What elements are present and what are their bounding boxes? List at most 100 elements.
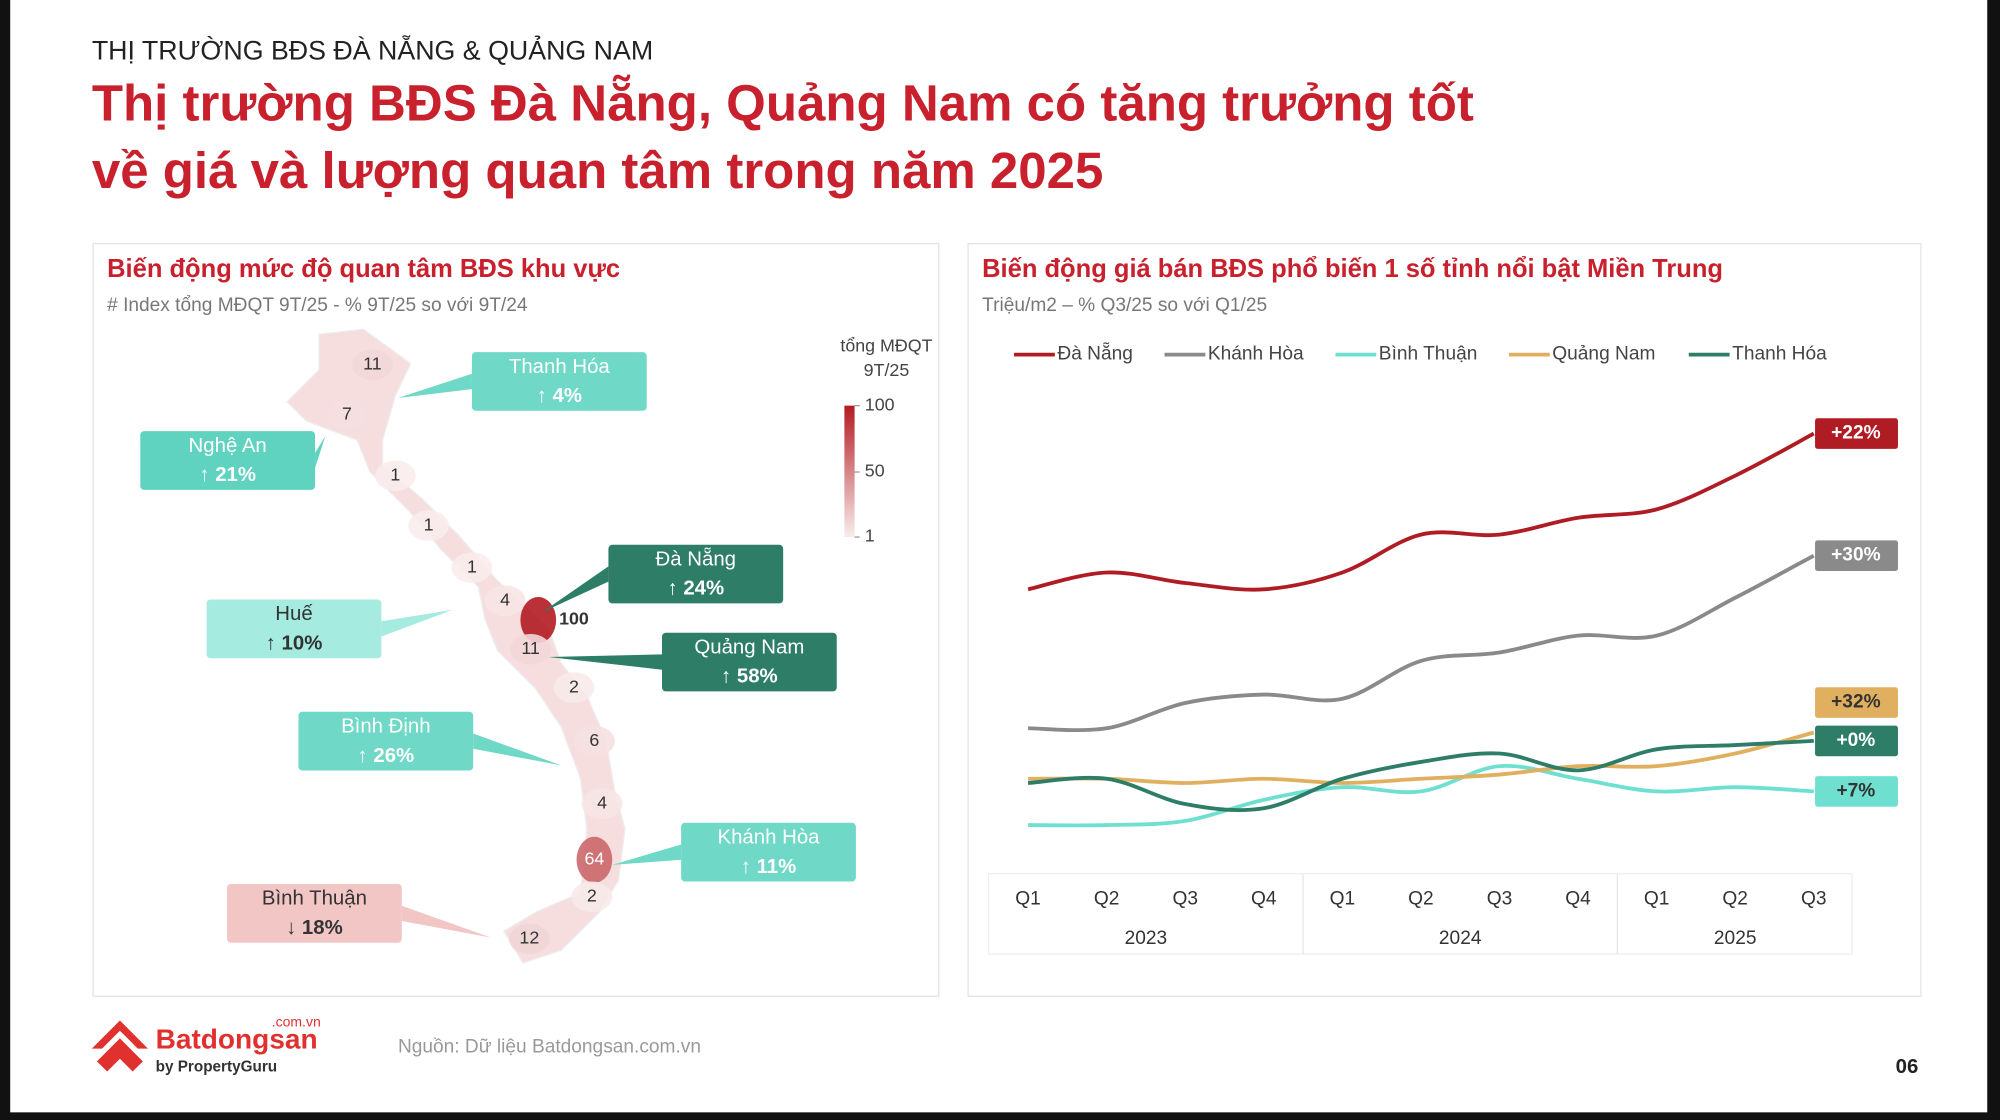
region bbox=[553, 672, 595, 703]
legend-tick-label: 1 bbox=[865, 526, 875, 546]
panel-title: Biến động mức độ quan tâm BĐS khu vực bbox=[107, 255, 620, 283]
callout-name: Khánh Hòa bbox=[717, 826, 820, 848]
end-label: +22% bbox=[1831, 423, 1880, 444]
title: Thị trường BĐS Đà Nẵng, Quảng Nam có tăn… bbox=[92, 74, 1474, 132]
end-label-box bbox=[1815, 776, 1898, 807]
title: về giá và lượng quan tâm trong năm 2025 bbox=[92, 142, 1104, 199]
x-tick-label: Q2 bbox=[1408, 888, 1434, 909]
x-tick-label: Q4 bbox=[1565, 888, 1591, 909]
panel-subtitle: # Index tổng MĐQT 9T/25 - % 9T/25 so với… bbox=[107, 295, 528, 316]
x-group-label: 2024 bbox=[1439, 928, 1482, 949]
callout-name: Bình Định bbox=[341, 715, 431, 737]
region bbox=[451, 552, 493, 583]
region-value: 2 bbox=[569, 676, 579, 696]
byline: by PropertyGuru bbox=[156, 1059, 278, 1076]
region bbox=[375, 460, 416, 492]
legend-tick-label: 100 bbox=[865, 394, 895, 414]
kicker: THỊ TRƯỜNG BĐS ĐÀ NẴNG & QUẢNG NAM bbox=[92, 33, 653, 65]
region-value: 7 bbox=[342, 403, 352, 423]
callout bbox=[227, 884, 402, 943]
region bbox=[576, 836, 613, 883]
region-value: 64 bbox=[584, 848, 604, 868]
end-label-box bbox=[1815, 687, 1898, 718]
callout bbox=[471, 352, 647, 411]
callout-name: Nghệ An bbox=[189, 435, 267, 457]
callout-change: ↓ 18% bbox=[286, 917, 343, 939]
brand: Batdongsan bbox=[156, 1023, 318, 1054]
line bbox=[1027, 738, 1814, 813]
callout-change: ↑ 26% bbox=[358, 745, 415, 767]
x-group-label: 2025 bbox=[1714, 928, 1757, 949]
x-tick-label: Q1 bbox=[1644, 888, 1670, 909]
callout-change: ↑ 58% bbox=[721, 666, 778, 688]
region bbox=[571, 881, 613, 913]
brand-domain: .com.vn bbox=[272, 1014, 321, 1030]
x-tick-label: Q2 bbox=[1094, 888, 1120, 909]
region-value: 2 bbox=[587, 885, 597, 905]
callout-pointer bbox=[548, 654, 662, 670]
x-group-label: 2023 bbox=[1125, 928, 1168, 949]
callout-name: Thanh Hóa bbox=[509, 356, 611, 378]
x-axis-box bbox=[987, 873, 1853, 955]
end-label: +30% bbox=[1831, 545, 1880, 566]
end-label-box bbox=[1815, 540, 1898, 571]
callout-change: ↑ 21% bbox=[199, 464, 256, 486]
legend-label: Bình Thuận bbox=[1379, 344, 1478, 365]
region bbox=[581, 788, 623, 819]
x-tick-label: Q3 bbox=[1172, 888, 1198, 909]
page-number: 06 bbox=[1896, 1056, 1919, 1078]
region bbox=[326, 399, 368, 430]
region-value: 11 bbox=[521, 638, 540, 658]
panel-title: Biến động giá bán BĐS phổ biến 1 số tỉnh… bbox=[982, 255, 1723, 283]
source: Nguồn: Dữ liệu Batdongsan.com.vn bbox=[398, 1036, 701, 1057]
callout-pointer bbox=[397, 373, 472, 398]
callout-pointer bbox=[612, 844, 682, 865]
line bbox=[1028, 553, 1815, 733]
callout bbox=[608, 544, 784, 604]
x-tick-label: Q4 bbox=[1251, 888, 1277, 909]
callout bbox=[206, 599, 382, 659]
x-tick-label: Q3 bbox=[1487, 888, 1513, 909]
region-value: 1 bbox=[467, 556, 477, 576]
region bbox=[508, 923, 550, 955]
callout-name: Bình Thuận bbox=[262, 888, 367, 910]
callout-change: ↑ 11% bbox=[741, 856, 797, 878]
region-value: 4 bbox=[597, 792, 607, 812]
legend-tick-label: 50 bbox=[865, 461, 885, 481]
line bbox=[1027, 431, 1815, 592]
legend-scale bbox=[844, 405, 855, 538]
end-label: +32% bbox=[1831, 692, 1880, 713]
legend-label: Quảng Nam bbox=[1552, 344, 1655, 365]
region bbox=[352, 349, 393, 381]
end-label-box bbox=[1815, 418, 1898, 449]
line bbox=[1028, 763, 1814, 828]
callout-change: ↑ 4% bbox=[537, 385, 582, 407]
region bbox=[408, 510, 449, 541]
panel-subtitle: Triệu/m2 – % Q3/25 so với Q1/25 bbox=[982, 295, 1267, 316]
legend-title: 9T/25 bbox=[864, 360, 910, 380]
end-label-box bbox=[1815, 725, 1898, 757]
region bbox=[520, 596, 557, 643]
legend-title: tổng MĐQT bbox=[840, 336, 932, 356]
callout bbox=[661, 632, 837, 692]
region bbox=[510, 633, 552, 665]
legend-label: Đà Nẵng bbox=[1057, 344, 1132, 365]
region-value: 11 bbox=[363, 354, 382, 374]
callout-name: Huế bbox=[275, 603, 313, 625]
x-tick-label: Q3 bbox=[1801, 888, 1827, 909]
region bbox=[573, 725, 615, 757]
callout-change: ↑ 10% bbox=[266, 633, 323, 655]
callout-change: ↑ 24% bbox=[667, 578, 724, 600]
callout-pointer bbox=[401, 905, 492, 938]
region-value: 100 bbox=[559, 609, 589, 629]
callout bbox=[298, 711, 474, 771]
callout bbox=[140, 431, 316, 490]
panel bbox=[967, 243, 1922, 997]
end-label: +7% bbox=[1836, 780, 1875, 801]
region-value: 1 bbox=[390, 465, 400, 485]
callout-name: Quảng Nam bbox=[694, 636, 804, 658]
region bbox=[484, 585, 526, 617]
x-tick-label: Q1 bbox=[1330, 888, 1356, 909]
